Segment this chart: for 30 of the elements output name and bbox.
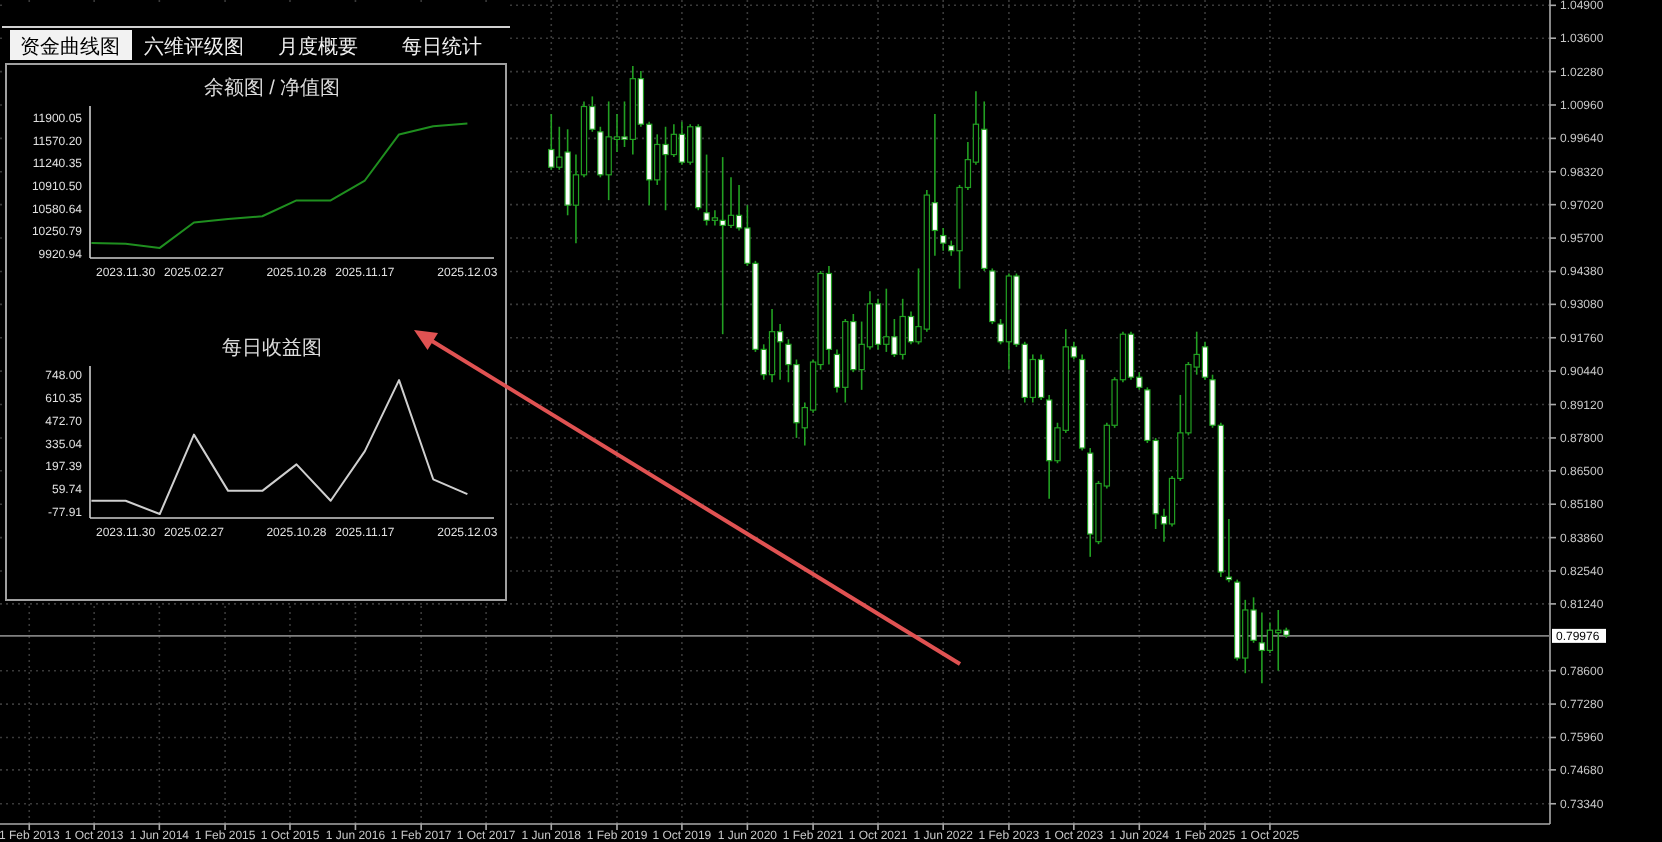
candlestick — [899, 297, 906, 361]
chart-title: 余额图 / 净值图 — [203, 76, 341, 100]
candlestick — [883, 287, 890, 353]
annotation: 每日统计 — [402, 35, 482, 59]
annotation: 六维评级图 — [144, 35, 244, 59]
candlestick — [597, 125, 604, 179]
candlestick — [711, 209, 719, 227]
candlestick — [1225, 518, 1233, 583]
candlestick — [678, 120, 686, 166]
line-series — [90, 122, 469, 249]
candlestick — [605, 100, 612, 201]
candlestick — [703, 153, 710, 227]
candlestick — [768, 308, 776, 384]
candlestick — [548, 113, 555, 171]
candlestick — [1266, 621, 1274, 654]
candlestick — [874, 297, 882, 351]
candlestick — [662, 125, 669, 212]
candlestick — [940, 227, 947, 252]
candlestick — [719, 156, 726, 335]
annotation: 月度概要 — [278, 35, 358, 59]
candlestick — [891, 318, 898, 358]
candlestick — [1127, 330, 1135, 381]
candlestick — [776, 323, 784, 381]
candlestick — [727, 176, 735, 229]
candlestick — [1275, 609, 1282, 672]
candlestick — [670, 123, 678, 158]
annotation: 资金曲线图 — [20, 35, 120, 59]
candlestick — [1258, 611, 1266, 685]
candlestick — [1037, 353, 1045, 401]
chart-title: 每日收益图 — [222, 336, 322, 360]
